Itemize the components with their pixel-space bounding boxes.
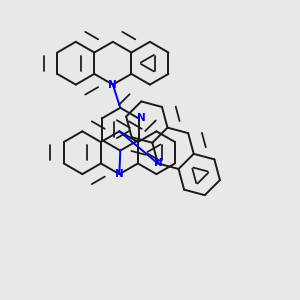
Text: N: N xyxy=(109,80,117,90)
Text: N: N xyxy=(115,169,124,179)
Text: N: N xyxy=(154,158,162,168)
Text: N: N xyxy=(137,113,146,124)
